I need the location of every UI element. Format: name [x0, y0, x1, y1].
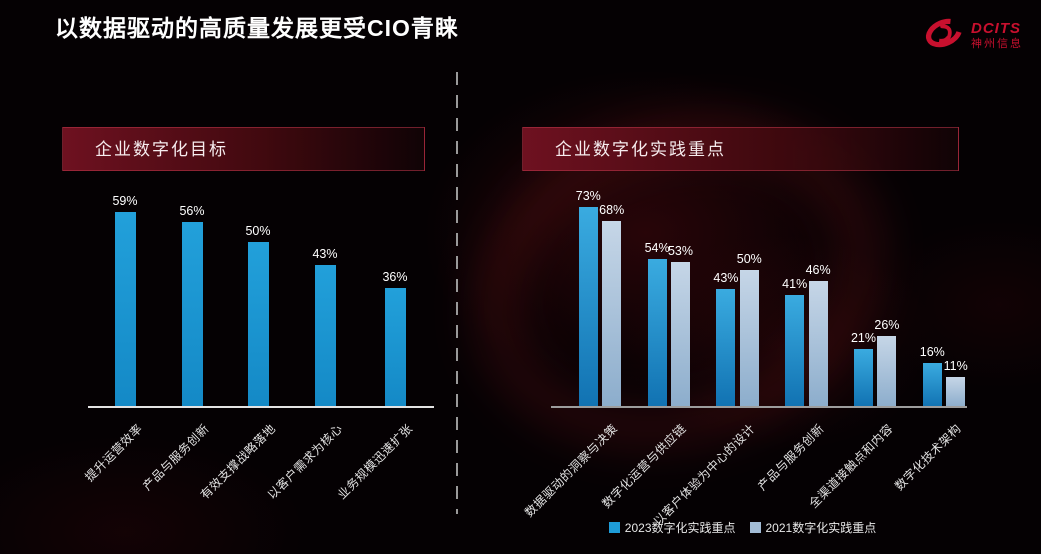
- bar: [384, 288, 406, 407]
- bar: [314, 265, 336, 407]
- category-label: 数字化技术架构: [892, 421, 965, 494]
- data-label: 54%: [644, 241, 670, 256]
- legend-item: 2021数字化实践重点: [749, 519, 877, 536]
- data-label: 50%: [245, 224, 271, 238]
- data-label: 11%: [943, 358, 968, 373]
- category-label: 提升运营效率: [82, 421, 146, 485]
- data-label: 43%: [713, 271, 739, 286]
- data-label: 56%: [179, 204, 205, 219]
- data-label: 46%: [805, 262, 831, 277]
- legend-swatch-icon: [608, 522, 620, 533]
- bar: [854, 349, 873, 407]
- bar: [114, 212, 136, 407]
- bar: [808, 280, 828, 407]
- bar: [181, 222, 203, 407]
- legend-label: 2021数字化实践重点: [765, 521, 877, 535]
- bar: [785, 294, 805, 407]
- category-label: 业务规模迅速扩张: [334, 421, 416, 503]
- chart-legend: 2023数字化实践重点 2021数字化实践重点: [520, 519, 965, 536]
- bar: [247, 242, 269, 407]
- bar: [647, 259, 667, 407]
- data-label: 59%: [112, 194, 138, 209]
- right-chart-axis-line: [551, 406, 967, 408]
- slide-title: 以数据驱动的高质量发展更受CIO青睐: [55, 15, 459, 41]
- left-chart-header: 企业数字化目标: [62, 127, 425, 171]
- data-label: 41%: [782, 276, 808, 291]
- data-label: 16%: [919, 345, 945, 360]
- company-logo: DCITS 神州信息: [923, 12, 1023, 59]
- data-label: 36%: [382, 270, 408, 285]
- bar: [602, 220, 622, 407]
- data-label: 68%: [599, 202, 625, 217]
- right-chart-header: 企业数字化实践重点: [522, 127, 959, 171]
- bar: [946, 376, 966, 407]
- bar: [739, 270, 759, 407]
- data-label: 53%: [667, 243, 694, 258]
- data-label: 21%: [850, 331, 877, 346]
- category-label: 产品与服务创新: [140, 421, 213, 494]
- swirl-logo-icon: [923, 12, 965, 59]
- legend-swatch-icon: [749, 522, 761, 533]
- vertical-dashed-divider: [456, 72, 458, 514]
- data-label: 50%: [736, 252, 762, 266]
- data-label: 73%: [575, 188, 601, 203]
- bar: [671, 261, 690, 407]
- data-label: 26%: [874, 317, 900, 332]
- bar: [716, 289, 736, 407]
- logo-brand: DCITS: [971, 20, 1021, 38]
- bar: [922, 363, 942, 407]
- left-chart-axis-line: [88, 406, 434, 408]
- data-label: 43%: [312, 247, 338, 262]
- bar: [877, 335, 897, 407]
- legend-item: 2023数字化实践重点: [608, 519, 736, 536]
- logo-company-name: 神州信息: [971, 37, 1023, 50]
- bar: [578, 206, 598, 407]
- category-label: 产品与服务创新: [754, 421, 827, 494]
- legend-label: 2023数字化实践重点: [624, 521, 736, 535]
- logo-text: DCITS 神州信息: [971, 21, 1023, 50]
